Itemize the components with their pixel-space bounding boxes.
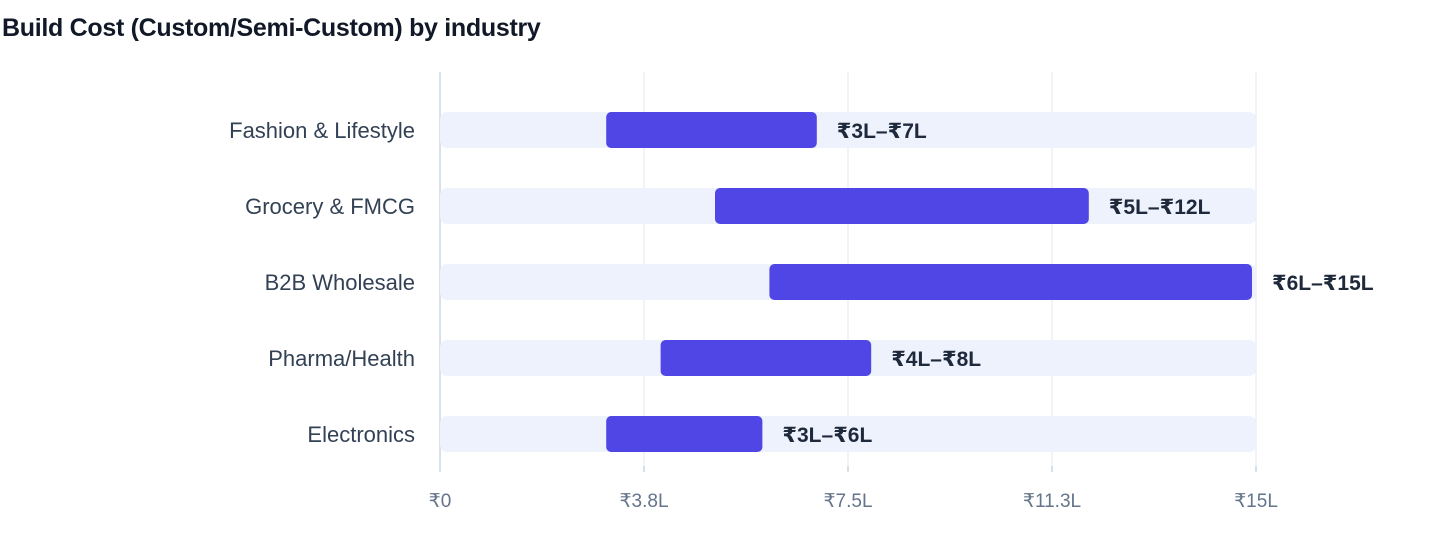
range-bars [606,112,1252,452]
range-bar [660,340,872,376]
data-labels: ₹3L–₹7L ₹5L–₹12L ₹6L–₹15L ₹4L–₹8L ₹3L–₹6L [782,120,1373,447]
category-label: Fashion & Lifestyle [229,118,415,143]
category-label: B2B Wholesale [265,270,415,295]
category-label: Electronics [307,422,415,447]
tick-label: ₹0 [429,491,452,512]
tick-label: ₹11.3L [1023,491,1081,512]
range-bar [715,188,1089,224]
category-label: Pharma/Health [268,346,415,371]
data-label: ₹3L–₹6L [782,424,872,447]
category-label: Grocery & FMCG [245,194,415,219]
data-label: ₹6L–₹15L [1272,272,1374,295]
data-label: ₹5L–₹12L [1109,196,1211,219]
range-bar [606,112,817,148]
category-labels: Fashion & Lifestyle Grocery & FMCG B2B Who… [229,118,415,447]
chart-title: Build Cost (Custom/Semi-Custom) by indus… [2,14,541,42]
data-label: ₹4L–₹8L [891,348,981,371]
data-label: ₹3L–₹7L [837,120,927,143]
tick-label: ₹7.5L [823,491,872,512]
tick-label: ₹3.8L [619,491,668,512]
range-bar [769,264,1252,300]
tick-label: ₹15L [1234,491,1278,512]
range-bar [606,416,763,452]
x-axis-ticks: ₹0 ₹3.8L ₹7.5L ₹11.3L ₹15L [429,466,1278,512]
